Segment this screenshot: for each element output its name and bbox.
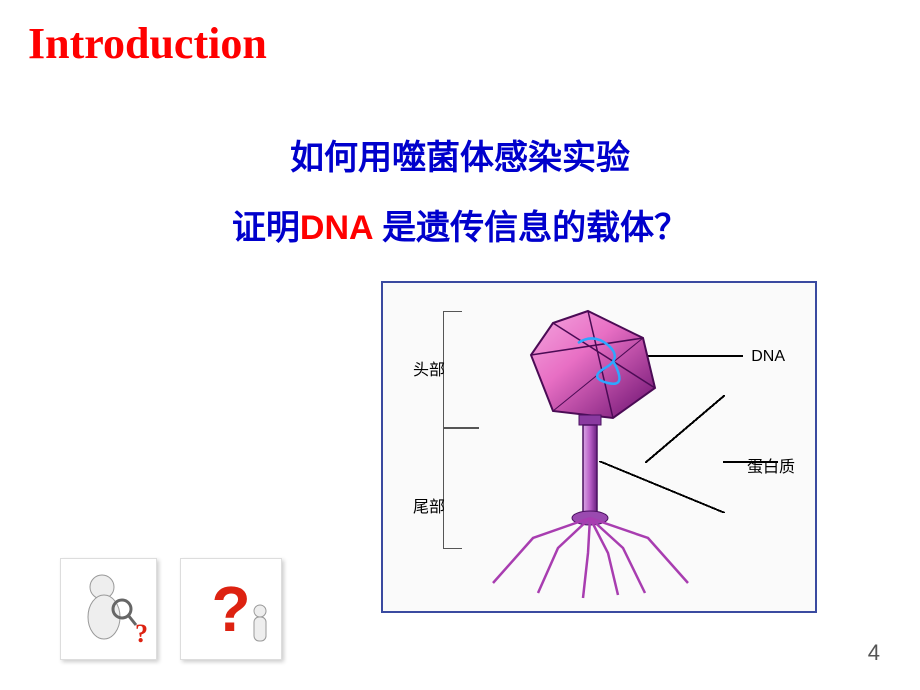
- thumbnail-question: ?: [180, 558, 282, 660]
- heading-qmark: ？: [654, 210, 688, 247]
- person-magnify-icon: [74, 569, 144, 649]
- page-number: 4: [868, 640, 880, 666]
- slide-title: Introduction: [28, 18, 267, 69]
- heading-line-1: 如何用噬菌体感染实验: [0, 130, 920, 179]
- thumbnail-figure-looking: ?: [60, 558, 157, 660]
- qmark-small-icon: ?: [135, 619, 148, 649]
- heading-suffix: 是遗传信息的载体: [374, 210, 655, 247]
- heading-prefix: 证明: [232, 210, 300, 247]
- phage-svg: [383, 283, 815, 611]
- person-lean-icon: [245, 603, 275, 653]
- phage-diagram: 头部 尾部 DNA 蛋白质: [381, 281, 817, 613]
- heading-keyword: DNA: [300, 209, 374, 247]
- heading-line-2: 证明DNA 是遗传信息的载体？: [0, 200, 920, 249]
